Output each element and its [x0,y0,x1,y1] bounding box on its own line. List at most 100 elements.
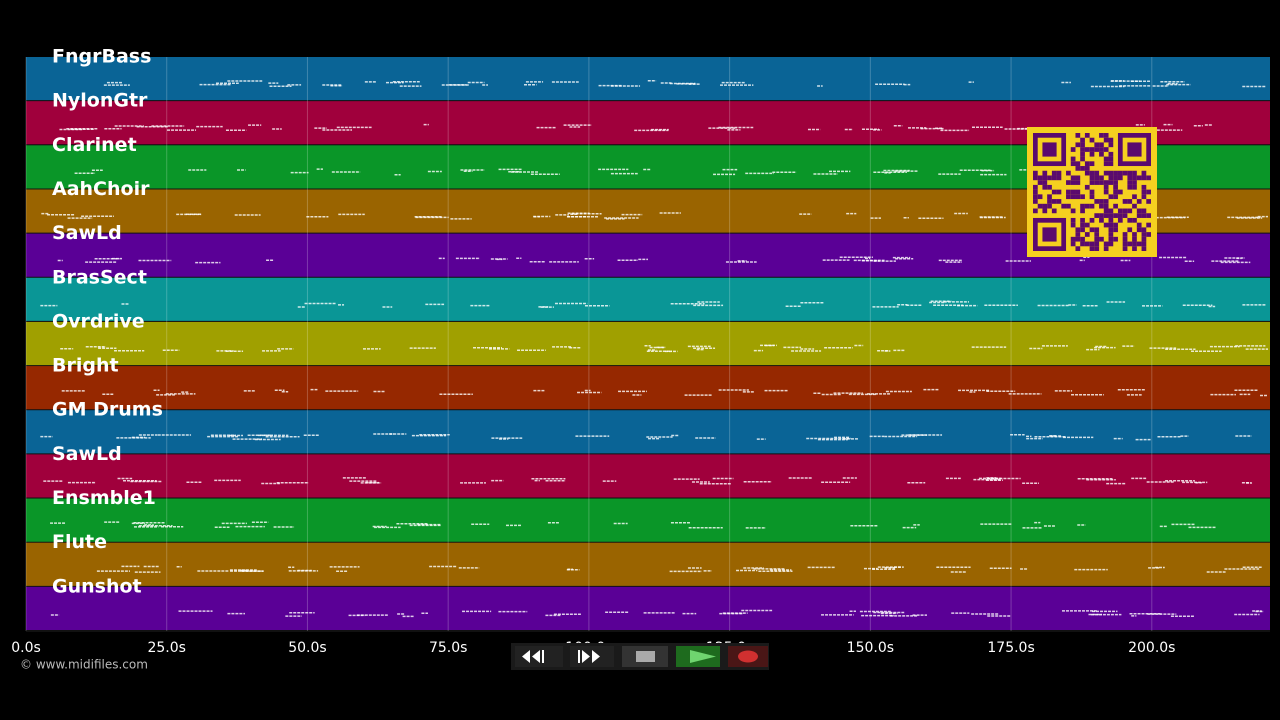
qr-cell [1066,194,1071,200]
qr-cell [1080,222,1085,228]
x-tick-label: 50.0s [288,640,326,656]
qr-cell [1136,208,1142,214]
qr-cell [1122,232,1128,237]
forward-button[interactable] [570,646,614,667]
qr-cell [1132,241,1137,247]
qr-cell [1094,241,1100,247]
qr-cell [1084,161,1090,167]
qr-cell [1127,241,1133,247]
qr-cell [1122,208,1128,214]
qr-cell [1080,236,1085,242]
qr-cell [1108,236,1114,242]
qr-cell [1080,203,1085,209]
qr-cell [1108,217,1114,223]
qr-cell [1075,194,1081,200]
qr-cell [1075,246,1081,251]
track-label: Flute [52,531,107,553]
qr-cell [1094,199,1100,204]
qr-cell [1066,203,1071,209]
qr-cell [1122,246,1128,251]
qr-finder [1127,142,1142,157]
play-button[interactable] [676,646,720,667]
qr-cell [1037,180,1043,185]
qr-cell [1127,227,1133,233]
qr-cell [1146,175,1151,181]
qr-cell [1103,137,1109,143]
qr-cell [1089,246,1095,251]
qr-cell [1103,241,1109,247]
qr-cell [1108,208,1114,214]
notes [40,79,1268,618]
qr-cell [1070,222,1076,228]
qr-cell [1080,156,1085,162]
qr-cell [1042,203,1048,209]
qr-cell [1108,170,1114,176]
qr-cell [1113,184,1118,190]
qr-cell [1141,246,1147,251]
record-icon [738,650,758,663]
qr-cell [1075,180,1081,185]
track-band [26,57,1270,102]
qr-cell [1141,213,1147,218]
qr-cell [1051,189,1057,195]
stop-button[interactable] [622,646,668,667]
x-tick-label: 0.0s [11,640,41,656]
track-band [26,454,1270,499]
qr-cell [1108,194,1114,200]
qr-cell [1132,180,1137,185]
qr-cell [1099,175,1104,181]
qr-cell [1047,175,1052,181]
track-band [26,410,1270,455]
qr-cell [1056,170,1062,176]
qr-cell [1132,232,1137,237]
qr-cell [1089,217,1095,223]
qr-cell [1075,232,1081,237]
qr-cell [1051,208,1057,214]
qr-cell [1122,236,1128,242]
qr-cell [1075,161,1081,167]
qr-cell [1132,194,1137,200]
qr-cell [1099,147,1104,152]
qr-cell [1056,199,1062,204]
qr-cell [1099,180,1104,185]
qr-cell [1103,222,1109,228]
qr-cell [1113,227,1118,233]
qr-cell [1089,170,1095,176]
qr-cell [1033,199,1038,204]
qr-cell [1103,133,1109,138]
qr-cell [1042,184,1048,190]
qr-cell [1122,199,1128,204]
track-label: NylonGtr [52,90,148,112]
qr-cell [1141,241,1147,247]
track-label: Ovrdrive [52,310,145,332]
transport [511,643,769,670]
qr-cell [1042,180,1048,185]
qr-cell [1099,133,1104,138]
track-label: AahChoir [52,178,150,200]
qr-cell [1117,170,1123,176]
qr-cell [1094,227,1100,233]
track-label: BrasSect [52,266,147,288]
qr-cell [1108,161,1114,167]
qr-cell [1108,227,1114,233]
qr-cell [1070,175,1076,181]
qr-cell [1136,175,1142,181]
qr-cell [1084,166,1090,171]
track-band [26,321,1270,367]
qr-cell [1099,203,1104,209]
qr-cell [1127,175,1133,181]
qr-cell [1103,213,1109,218]
qr-cell [1099,213,1104,218]
qr-cell [1108,241,1114,247]
rewind-button[interactable] [515,646,563,667]
play-icon [690,650,716,663]
record-button[interactable] [728,646,768,667]
qr-cell [1132,236,1137,242]
qr-cell [1070,156,1076,162]
track-label: SawLd [52,443,122,465]
qr-cell [1108,222,1114,228]
qr-cell [1132,203,1137,209]
x-tick-label: 75.0s [429,640,467,656]
qr-cell [1089,137,1095,143]
